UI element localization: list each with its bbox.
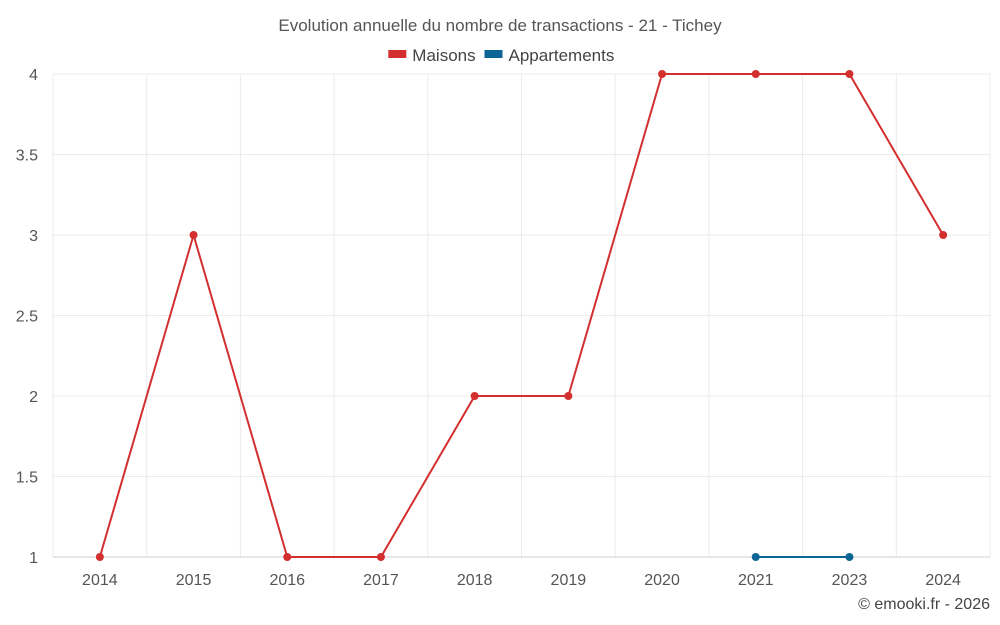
legend-swatch: [484, 50, 503, 58]
data-point[interactable]: [845, 70, 854, 78]
legend-swatch: [388, 50, 407, 58]
series-maisons: [95, 70, 948, 561]
series-line: [98, 73, 945, 558]
data-point[interactable]: [189, 231, 198, 239]
data-point[interactable]: [845, 553, 854, 561]
data-point[interactable]: [283, 553, 292, 561]
x-tick-label: 2017: [363, 572, 399, 589]
x-tick-label: 2014: [82, 572, 118, 589]
y-tick-label: 2.5: [16, 309, 38, 326]
axes: 1 1.5 2 2.5 3 3.5 4 2014 2015 2016 2017 2018 2019 202…: [16, 67, 990, 589]
chart-credit: © emooki.fr - 2026: [858, 596, 990, 613]
x-tick-label: 2018: [457, 572, 493, 589]
x-tick-label: 2023: [832, 572, 868, 589]
data-point[interactable]: [939, 231, 948, 239]
data-point[interactable]: [564, 392, 573, 400]
legend: Maisons Appartements: [388, 46, 614, 65]
data-point[interactable]: [658, 70, 667, 78]
data-point[interactable]: [751, 70, 760, 78]
x-tick-label: 2016: [269, 572, 305, 589]
y-tick-label: 3: [29, 228, 38, 245]
y-tick-label: 2: [29, 389, 38, 406]
x-tick-label: 2015: [176, 572, 212, 589]
x-tick-label: 2024: [925, 572, 961, 589]
x-tick-label: 2019: [551, 572, 587, 589]
y-tick-label: 4: [29, 67, 38, 84]
data-point[interactable]: [751, 553, 760, 561]
data-point[interactable]: [95, 553, 104, 561]
grid: [52, 73, 991, 557]
y-tick-label: 3.5: [16, 148, 38, 165]
y-tick-label: 1: [29, 550, 38, 567]
series-appartements: [751, 553, 854, 561]
y-tick-label: 1.5: [16, 470, 38, 487]
legend-item-maisons[interactable]: Maisons: [388, 46, 476, 65]
legend-label: Appartements: [509, 46, 615, 65]
x-tick-label: 2021: [738, 572, 774, 589]
x-tick-label: 2020: [644, 572, 680, 589]
data-point[interactable]: [376, 553, 385, 561]
chart-title: Evolution annuelle du nombre de transact…: [278, 16, 722, 35]
legend-item-appartements[interactable]: Appartements: [484, 46, 615, 65]
series-layer: [95, 70, 948, 561]
data-point[interactable]: [470, 392, 479, 400]
legend-label: Maisons: [412, 46, 475, 65]
